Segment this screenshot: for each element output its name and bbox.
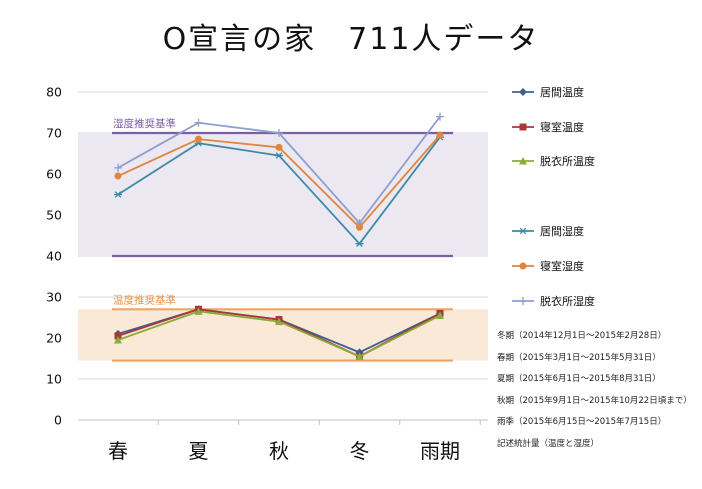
legend-entry: 寝室温度	[512, 118, 584, 136]
band-fill	[78, 133, 488, 256]
legend-label: 脱衣所温度	[540, 155, 595, 168]
data-point	[114, 191, 122, 198]
data-point	[275, 129, 283, 137]
data-point	[355, 352, 364, 360]
y-tick-label: 80	[46, 85, 62, 100]
legend-swatch	[512, 297, 534, 305]
data-point	[114, 172, 122, 180]
x-tick-label: 夏	[189, 439, 209, 463]
note-spring: 春期（2015年3月1日～2015年5月31日）	[497, 352, 661, 363]
legend-label: 脱衣所湿度	[540, 295, 595, 308]
data-point	[194, 307, 203, 315]
legend-entry: 寝室湿度	[512, 257, 584, 275]
y-tick-label: 30	[46, 290, 62, 305]
data-point	[436, 112, 444, 121]
legend-entry: 脱衣所温度	[512, 152, 595, 170]
period-notes: 冬期（2014年12月1日～2015年2月28日） 春期（2015年3月1日～2…	[497, 326, 692, 456]
legend-label: 寝室湿度	[540, 260, 584, 273]
legend-swatch-marker	[519, 157, 527, 165]
x-tick-label: 秋	[269, 439, 289, 463]
legend-swatch-marker	[519, 297, 527, 305]
legend-entry: 居間湿度	[512, 222, 584, 240]
legend-label: 居間湿度	[540, 225, 584, 238]
data-point	[114, 332, 122, 340]
legend-swatch	[512, 123, 534, 131]
data-point	[194, 118, 203, 127]
band-label: 湿度推奨基準	[113, 117, 176, 130]
data-point	[114, 336, 122, 344]
data-point	[275, 143, 283, 151]
legend-swatch	[512, 88, 534, 96]
legend-entry: 脱衣所湿度	[512, 292, 595, 310]
y-tick-label: 40	[46, 249, 62, 264]
legend-label: 寝室温度	[540, 121, 584, 134]
data-point	[356, 223, 363, 231]
note-rainy: 雨季（2015年6月15日～2015年7月15日）	[497, 417, 667, 428]
data-point	[355, 219, 364, 228]
data-point	[195, 135, 202, 143]
y-tick-label: 10	[46, 372, 62, 387]
legend-label: 居間温度	[540, 86, 584, 99]
note-winter: 冬期（2014年12月1日～2015年2月28日）	[497, 331, 667, 341]
data-point	[355, 240, 364, 247]
legend-swatch-marker	[519, 227, 527, 235]
y-tick-label: 0	[54, 413, 62, 428]
data-point	[436, 131, 444, 139]
data-point	[114, 163, 122, 172]
legend-swatch	[512, 262, 534, 270]
legend-swatch	[512, 157, 534, 165]
legend-swatch	[512, 227, 534, 235]
y-tick-label: 50	[46, 208, 62, 223]
band-fill	[78, 309, 488, 361]
band-label: 温度推奨基準	[113, 293, 176, 306]
legend-entry: 居間温度	[512, 83, 584, 101]
data-point	[436, 311, 444, 319]
data-point	[275, 152, 283, 159]
legend-swatch-marker	[519, 262, 527, 270]
y-tick-label: 70	[46, 126, 62, 141]
note-summer: 夏期（2015年6月1日～2015年8月31日）	[497, 374, 661, 385]
legend-swatch-marker	[519, 88, 527, 96]
y-tick-label: 60	[46, 167, 62, 182]
note-autumn: 秋期（2015年9月1日～2015年10月22日頃まで）	[497, 395, 692, 406]
chart-title: O宣言の家 711人データ	[162, 22, 540, 57]
data-point	[275, 317, 283, 326]
legend-swatch-marker	[519, 123, 527, 131]
x-tick-label: 雨期	[420, 439, 460, 463]
y-tick-label: 20	[46, 331, 62, 346]
note-stats: 記述統計量（温度と湿度）	[497, 438, 600, 449]
x-tick-label: 冬	[350, 439, 370, 463]
x-tick-label: 春	[108, 439, 128, 463]
